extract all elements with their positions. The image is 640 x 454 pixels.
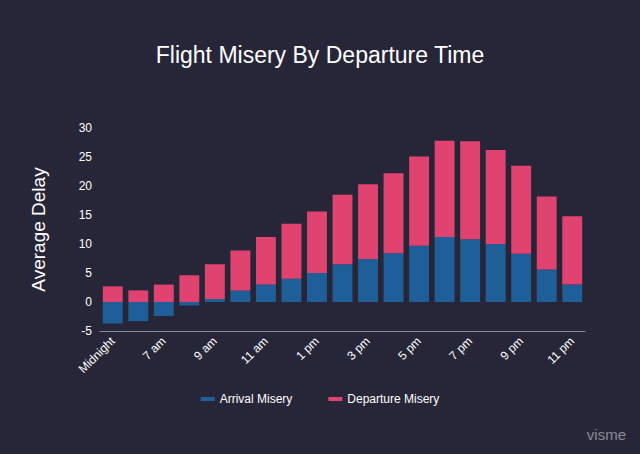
svg-text:7 am: 7 am [140,334,169,363]
svg-text:Arrival Misery: Arrival Misery [220,392,293,406]
svg-text:9 pm: 9 pm [497,334,526,363]
svg-text:Flight Misery By Departure Tim: Flight Misery By Departure Time [156,42,484,68]
svg-text:0: 0 [85,295,92,309]
svg-text:11 am: 11 am [238,334,271,367]
svg-text:15: 15 [79,208,93,222]
svg-text:3 pm: 3 pm [344,334,373,363]
svg-text:5 pm: 5 pm [395,334,424,363]
svg-text:Average Delay: Average Delay [28,167,49,292]
svg-text:Midnight: Midnight [76,334,118,376]
svg-text:30: 30 [79,121,93,135]
svg-text:5: 5 [85,266,92,280]
svg-text:11 pm: 11 pm [544,334,577,367]
svg-text:25: 25 [79,150,93,164]
svg-text:-5: -5 [81,324,92,338]
svg-text:visme: visme [587,426,626,443]
svg-text:9 am: 9 am [191,334,220,363]
svg-text:7 pm: 7 pm [446,334,475,363]
svg-text:20: 20 [79,179,93,193]
svg-text:Departure Misery: Departure Misery [347,392,439,406]
svg-text:1 pm: 1 pm [293,334,322,363]
svg-text:10: 10 [79,237,93,251]
